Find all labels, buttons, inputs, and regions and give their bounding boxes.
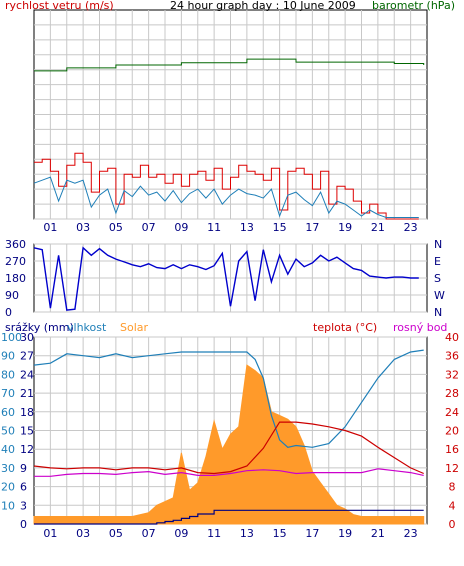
x-tick-label: 21 <box>371 527 385 540</box>
series-line-wind-speed <box>33 176 419 218</box>
series-line-pressure <box>34 58 425 72</box>
x-tick-label: 23 <box>404 527 418 540</box>
y-tick-label-direction: 180 <box>5 272 26 285</box>
y-tick-label-compass: S <box>434 272 441 285</box>
x-tick-label: 01 <box>43 221 57 234</box>
x-tick-label: 17 <box>305 221 319 234</box>
y-tick-label-temperature: 4 <box>449 499 456 512</box>
y-tick-label-humidity: 70 <box>1 387 15 400</box>
y-tick-label-rain: 12 <box>20 443 34 456</box>
x-tick-label: 09 <box>174 221 188 234</box>
series-line-rain <box>34 509 424 525</box>
y-tick-label-humidity: 30 <box>1 462 15 475</box>
x-tick-label: 05 <box>109 527 123 540</box>
wind-direction-panel: 0 N 90 W 180 S 270 E 360 N <box>5 238 445 319</box>
y-tick-label-rain: 15 <box>20 425 34 438</box>
y-tick-label-rain: 6 <box>20 481 27 494</box>
y-tick-label-rain: 27 <box>20 350 34 363</box>
y-tick-label-direction: 270 <box>5 255 26 268</box>
y-tick-label-humidity: 90 <box>1 350 15 363</box>
y-tick-label-compass: W <box>434 289 445 302</box>
x-tick-label: 11 <box>207 527 221 540</box>
y-tick-label-rain: 3 <box>20 499 27 512</box>
y-tick-label-temperature: 36 <box>445 350 459 363</box>
y-tick-label-rain: 21 <box>20 387 34 400</box>
x-tick-label: 15 <box>273 527 287 540</box>
y-tick-label-temperature: 40 <box>445 331 459 344</box>
y-tick-label-humidity: 60 <box>1 406 15 419</box>
y-tick-label-humidity: 50 <box>1 425 15 438</box>
y-tick-label-rain: 24 <box>20 368 34 381</box>
y-tick-label-humidity: 10 <box>1 499 15 512</box>
series-area-solar <box>33 364 425 525</box>
y-tick-label-direction: 360 <box>5 238 26 251</box>
x-tick-label: 15 <box>273 221 287 234</box>
y-tick-label-temperature: 24 <box>445 406 459 419</box>
y-tick-label-rain: 9 <box>20 462 27 475</box>
y-tick-label-direction: 0 <box>5 306 12 319</box>
y-tick-label-temperature: 32 <box>445 368 459 381</box>
x-tick-label: 03 <box>76 527 90 540</box>
y-tick-label-direction: 90 <box>5 289 19 302</box>
series-line-gust <box>34 152 419 220</box>
x-tick-label: 19 <box>338 221 352 234</box>
x-tick-label: 07 <box>142 527 156 540</box>
x-tick-label: 19 <box>338 527 352 540</box>
y-axis-title-wind: rychlost vetru (m/s) <box>5 0 114 12</box>
y-tick-label-temperature: 28 <box>445 387 459 400</box>
x-tick-label: 01 <box>43 527 57 540</box>
y-tick-label-compass: E <box>434 255 441 268</box>
y-tick-label-compass: N <box>434 306 442 319</box>
x-tick-label: 03 <box>76 221 90 234</box>
chart-title: 24 hour graph day : 10 June 2009 <box>170 0 356 12</box>
legend-solar: Solar <box>120 321 149 334</box>
y-tick-label-temperature: 16 <box>445 443 459 456</box>
rain-humidity-temperature-panel: 0369121518212427301020304050607080901000… <box>1 321 459 540</box>
y-axis-title-rain: srážky (mm) <box>5 321 74 334</box>
y-tick-label-rain: 0 <box>20 518 27 531</box>
x-tick-label: 13 <box>240 221 254 234</box>
wind-pressure-panel: rychlost vetru (m/s) 24 hour graph day : … <box>5 0 455 234</box>
y-tick-label-humidity: 100 <box>1 331 22 344</box>
x-tick-label: 09 <box>174 527 188 540</box>
series-line-wind-direction <box>33 246 419 311</box>
x-tick-label: 17 <box>305 527 319 540</box>
series-line-temperature <box>33 421 424 475</box>
x-tick-label: 21 <box>371 221 385 234</box>
y-tick-label-humidity: 40 <box>1 443 15 456</box>
legend-humidity: vlhkost <box>67 321 107 334</box>
y-tick-label-rain: 30 <box>20 331 34 344</box>
series-line-humidity <box>33 349 424 448</box>
y-tick-label-temperature: 12 <box>445 462 459 475</box>
series-line-dew-point <box>34 468 424 477</box>
x-tick-label: 07 <box>142 221 156 234</box>
x-tick-label: 11 <box>207 221 221 234</box>
legend-dew-point: rosný bod <box>393 321 447 334</box>
y-tick-label-temperature: 20 <box>445 425 459 438</box>
x-tick-label: 23 <box>404 221 418 234</box>
y-axis-title-pressure: barometr (hPa) <box>372 0 455 12</box>
y-tick-label-humidity: 20 <box>1 481 15 494</box>
x-tick-label: 13 <box>240 527 254 540</box>
legend-temperature: teplota (°C) <box>313 321 377 334</box>
y-tick-label-temperature: 0 <box>449 518 456 531</box>
y-tick-label-humidity: 80 <box>1 368 15 381</box>
x-tick-label: 05 <box>109 221 123 234</box>
y-tick-label-temperature: 8 <box>449 481 456 494</box>
y-tick-label-rain: 18 <box>20 406 34 419</box>
y-tick-label-compass: N <box>434 238 442 251</box>
